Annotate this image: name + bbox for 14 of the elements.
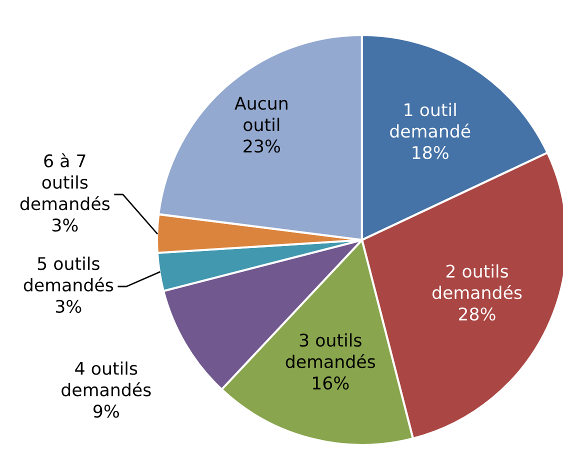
data-label: 16% [313,376,349,390]
slice-label: 1 outil demandé [390,102,470,138]
slice-label: 5 outils demandés [24,256,114,292]
data-label: 18% [412,146,448,160]
slice-label: 3 outils demandés [286,333,376,368]
data-label: 9% [93,404,119,418]
data-label: 3% [56,300,82,313]
data-label: 23% [244,140,280,153]
slice-label: 4 outils demandés [62,361,151,396]
data-label: 3% [52,218,78,232]
data-label: 28% [458,307,496,321]
slice-label: Aucun outil [234,96,288,132]
slice-label: 6 à 7 outils demandés [20,153,110,210]
slice-label: 2 outils demandés [432,264,522,300]
